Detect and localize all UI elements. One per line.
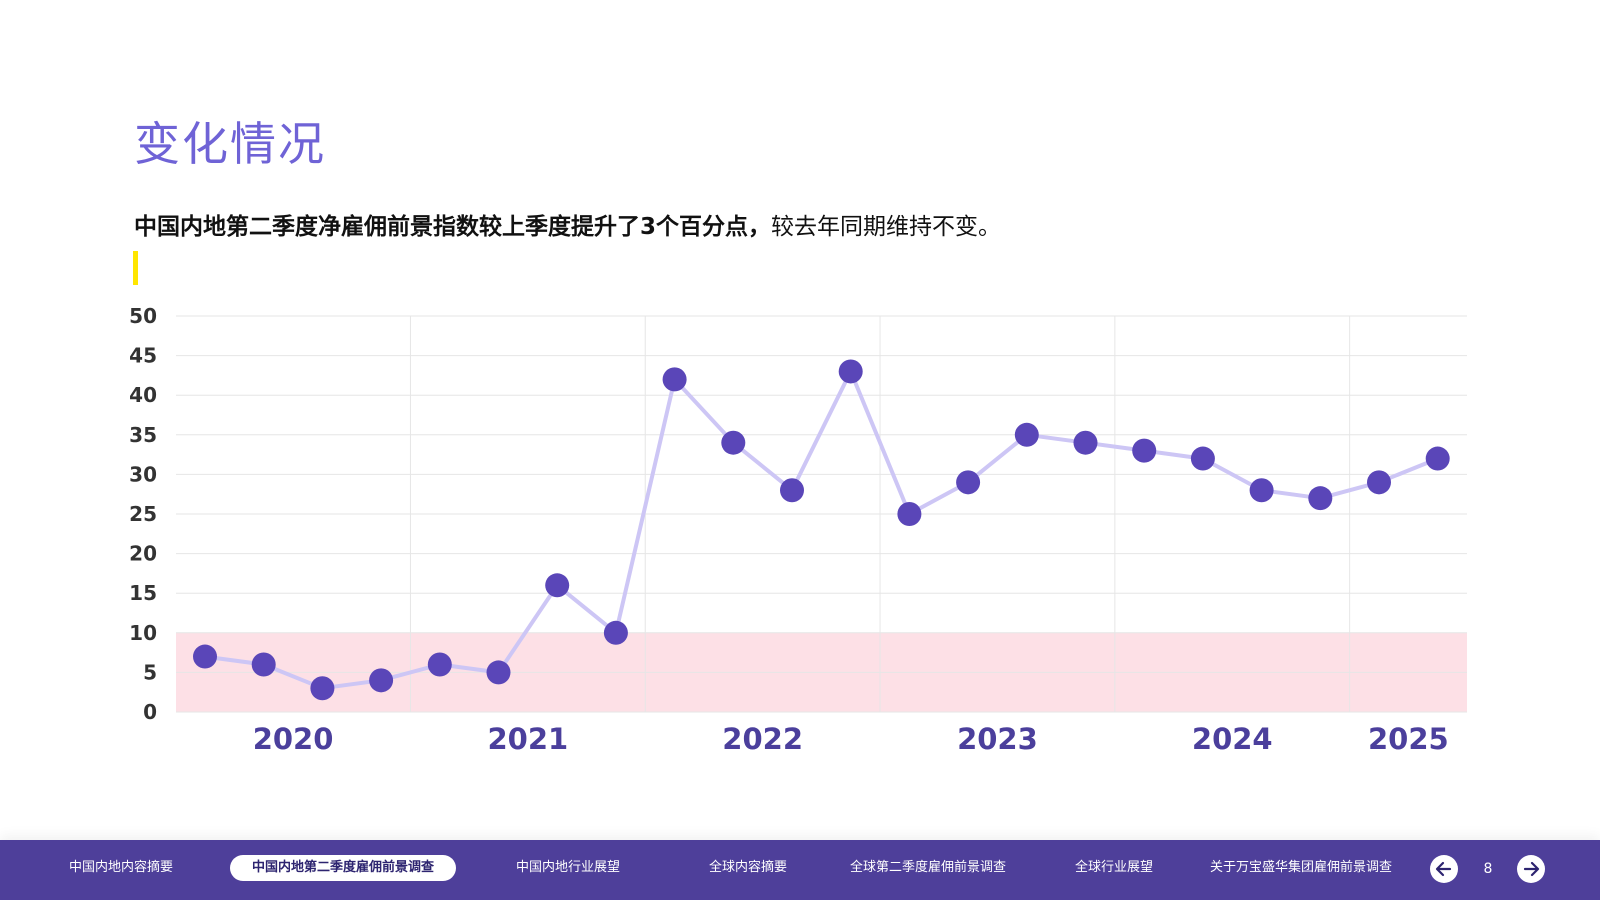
y-tick-label: 10: [129, 621, 157, 645]
data-point: [956, 470, 981, 495]
data-point-layer: [193, 359, 1450, 701]
x-year-label: 2022: [722, 722, 803, 756]
y-tick-label: 0: [143, 700, 157, 724]
y-tick-labels: 0 5 10 15 20 25 30 35 40 45 50: [129, 304, 157, 724]
arrow-right-icon: [1523, 861, 1540, 877]
x-year-label: 2023: [957, 722, 1038, 756]
data-point: [1014, 422, 1039, 447]
data-point: [310, 676, 335, 701]
nav-item-china-q2-survey[interactable]: 中国内地第二季度雇佣前景调查: [229, 855, 457, 881]
data-point: [1073, 430, 1098, 455]
page-subtitle: 中国内地第二季度净雇佣前景指数较上季度提升了3个百分点，较去年同期维持不变。: [134, 207, 1001, 241]
y-tick-label: 30: [129, 462, 157, 486]
data-point: [193, 644, 217, 669]
arrow-left-icon: [1435, 861, 1452, 877]
data-point: [780, 478, 804, 503]
nav-item-global-summary[interactable]: 全球内容摘要: [708, 860, 788, 875]
nav-item-china-industry[interactable]: 中国内地行业展望: [515, 860, 621, 875]
x-year-label: 2020: [253, 722, 334, 756]
y-tick-label: 50: [129, 304, 157, 328]
x-year-label: 2024: [1192, 722, 1273, 756]
data-point: [369, 668, 394, 693]
page-number: 8: [1483, 861, 1493, 877]
y-tick-label: 5: [143, 660, 157, 684]
y-tick-label: 45: [129, 344, 157, 368]
grid-layer: [176, 315, 1467, 713]
prev-page-button[interactable]: [1430, 855, 1458, 883]
bottom-navigation: 中国内地内容摘要 中国内地第二季度雇佣前景调查 中国内地行业展望 全球内容摘要 …: [0, 840, 1600, 900]
nav-item-global-q2-survey[interactable]: 全球第二季度雇佣前景调查: [849, 860, 1007, 875]
data-point: [838, 359, 863, 384]
nav-item-about-survey[interactable]: 关于万宝盛华集团雇佣前景调查: [1209, 860, 1393, 875]
next-page-button[interactable]: [1517, 855, 1545, 883]
series-line-layer: [203, 369, 1440, 691]
data-point: [721, 430, 746, 455]
nav-item-china-summary[interactable]: 中国内地内容摘要: [68, 860, 174, 875]
data-point: [662, 367, 687, 392]
x-year-label: 2025: [1368, 722, 1449, 756]
data-point: [427, 652, 452, 677]
nav-item-global-industry[interactable]: 全球行业展望: [1074, 860, 1154, 875]
data-point: [1367, 470, 1391, 495]
page-title: 变化情况: [134, 117, 326, 171]
data-point: [251, 652, 276, 677]
accent-bar: [133, 251, 138, 285]
subtitle-rest: 较去年同期维持不变。: [771, 214, 1002, 240]
y-tick-label: 35: [129, 423, 157, 447]
data-point: [1308, 486, 1333, 511]
y-tick-label: 25: [129, 502, 157, 526]
y-tick-label: 15: [129, 581, 157, 605]
data-point: [1249, 478, 1274, 503]
y-tick-label: 40: [129, 383, 157, 407]
y-tick-label: 20: [129, 542, 157, 566]
data-point: [486, 660, 511, 685]
series-line: [203, 369, 1440, 691]
data-point: [1425, 446, 1450, 471]
data-point: [897, 502, 922, 526]
data-point: [545, 573, 570, 598]
x-year-label: 2021: [487, 722, 568, 756]
data-point: [603, 620, 628, 645]
data-point: [1190, 446, 1215, 471]
subtitle-strong: 中国内地第二季度净雇佣前景指数较上季度提升了3个百分点，: [134, 214, 772, 240]
data-point: [1132, 438, 1157, 463]
x-year-labels: 2020 2021 2022 2023 2024 2025: [253, 722, 1449, 756]
